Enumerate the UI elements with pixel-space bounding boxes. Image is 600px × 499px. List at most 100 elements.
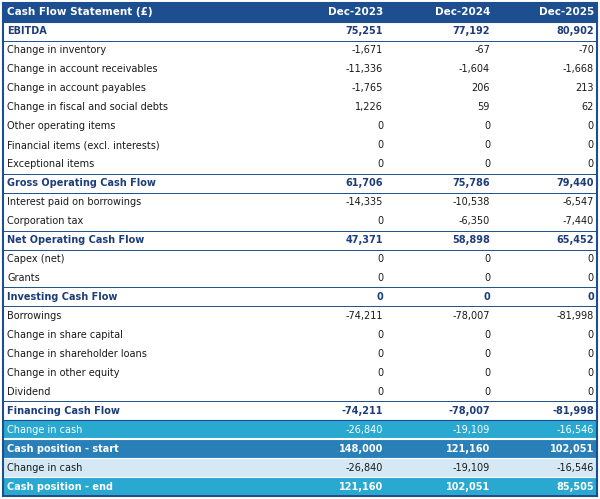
Text: -14,335: -14,335 <box>346 197 383 207</box>
Text: 0: 0 <box>484 140 490 150</box>
Text: 75,251: 75,251 <box>346 26 383 36</box>
Text: 0: 0 <box>484 159 490 169</box>
Text: 65,452: 65,452 <box>557 235 594 245</box>
Text: -6,350: -6,350 <box>459 216 490 226</box>
Text: 79,440: 79,440 <box>557 178 594 188</box>
Text: 0: 0 <box>588 349 594 359</box>
Text: Cash Flow Statement (£): Cash Flow Statement (£) <box>7 7 153 17</box>
Text: Borrowings: Borrowings <box>7 311 62 321</box>
Text: Net Operating Cash Flow: Net Operating Cash Flow <box>7 235 145 245</box>
Bar <box>3 401 597 420</box>
Bar <box>3 439 597 458</box>
Bar <box>3 174 597 193</box>
Text: -74,211: -74,211 <box>341 406 383 416</box>
Text: Grants: Grants <box>7 273 40 283</box>
Text: 0: 0 <box>588 368 594 378</box>
Bar <box>3 250 597 268</box>
Bar <box>3 306 597 325</box>
Text: Exceptional items: Exceptional items <box>7 159 94 169</box>
Text: 0: 0 <box>377 254 383 264</box>
Text: 0: 0 <box>377 216 383 226</box>
Text: 1,226: 1,226 <box>355 102 383 112</box>
Bar <box>3 41 597 60</box>
Text: 0: 0 <box>377 273 383 283</box>
Text: -1,604: -1,604 <box>459 64 490 74</box>
Text: Change in account receivables: Change in account receivables <box>7 64 158 74</box>
Text: 206: 206 <box>472 83 490 93</box>
Text: -78,007: -78,007 <box>448 406 490 416</box>
Text: 0: 0 <box>377 387 383 397</box>
Text: Change in other equity: Change in other equity <box>7 368 120 378</box>
Text: 0: 0 <box>484 292 490 302</box>
Text: 0: 0 <box>588 159 594 169</box>
Bar <box>3 60 597 79</box>
Text: 0: 0 <box>588 330 594 340</box>
Text: 0: 0 <box>588 273 594 283</box>
Bar <box>3 325 597 344</box>
Text: 0: 0 <box>588 121 594 131</box>
Text: 102,051: 102,051 <box>446 482 490 492</box>
Text: -10,538: -10,538 <box>452 197 490 207</box>
Text: Change in account payables: Change in account payables <box>7 83 146 93</box>
Bar <box>3 458 597 477</box>
Text: 0: 0 <box>484 387 490 397</box>
Text: 0: 0 <box>484 368 490 378</box>
Bar <box>3 420 597 439</box>
Text: -26,840: -26,840 <box>346 425 383 435</box>
Text: -1,668: -1,668 <box>563 64 594 74</box>
Text: 0: 0 <box>484 330 490 340</box>
Text: 0: 0 <box>377 349 383 359</box>
Text: 0: 0 <box>588 140 594 150</box>
Text: 47,371: 47,371 <box>346 235 383 245</box>
Text: Interest paid on borrowings: Interest paid on borrowings <box>7 197 142 207</box>
Text: 61,706: 61,706 <box>346 178 383 188</box>
Text: 59: 59 <box>478 102 490 112</box>
Text: 121,160: 121,160 <box>446 444 490 454</box>
Bar <box>3 22 597 41</box>
Text: -70: -70 <box>578 45 594 55</box>
Text: 0: 0 <box>587 292 594 302</box>
Text: 0: 0 <box>484 254 490 264</box>
Text: Investing Cash Flow: Investing Cash Flow <box>7 292 118 302</box>
Text: Corporation tax: Corporation tax <box>7 216 83 226</box>
Bar <box>3 363 597 382</box>
Text: Change in fiscal and social debts: Change in fiscal and social debts <box>7 102 168 112</box>
Text: 0: 0 <box>484 273 490 283</box>
Text: 0: 0 <box>377 159 383 169</box>
Text: Dec-2024: Dec-2024 <box>434 7 490 17</box>
Bar <box>3 155 597 174</box>
Text: Change in shareholder loans: Change in shareholder loans <box>7 349 147 359</box>
Text: 62: 62 <box>581 102 594 112</box>
Bar <box>3 117 597 136</box>
Text: Cash position - end: Cash position - end <box>7 482 113 492</box>
Text: 0: 0 <box>377 121 383 131</box>
Text: 0: 0 <box>484 121 490 131</box>
Text: 148,000: 148,000 <box>339 444 383 454</box>
Text: 80,902: 80,902 <box>556 26 594 36</box>
Bar <box>3 231 597 250</box>
Text: Financing Cash Flow: Financing Cash Flow <box>7 406 120 416</box>
Text: -7,440: -7,440 <box>563 216 594 226</box>
Text: Change in cash: Change in cash <box>7 463 83 473</box>
Text: 0: 0 <box>588 387 594 397</box>
Text: -67: -67 <box>474 45 490 55</box>
Text: -26,840: -26,840 <box>346 463 383 473</box>
Bar <box>3 268 597 287</box>
Bar <box>3 212 597 231</box>
Text: Change in share capital: Change in share capital <box>7 330 123 340</box>
Bar <box>3 79 597 98</box>
Text: -1,765: -1,765 <box>352 83 383 93</box>
Text: 58,898: 58,898 <box>452 235 490 245</box>
Bar <box>3 98 597 117</box>
Text: 0: 0 <box>376 292 383 302</box>
Text: Change in inventory: Change in inventory <box>7 45 106 55</box>
Text: -11,336: -11,336 <box>346 64 383 74</box>
Text: Dividend: Dividend <box>7 387 50 397</box>
Bar <box>3 136 597 155</box>
Text: 0: 0 <box>484 349 490 359</box>
Text: 213: 213 <box>575 83 594 93</box>
Text: -6,547: -6,547 <box>563 197 594 207</box>
Text: Dec-2023: Dec-2023 <box>328 7 383 17</box>
Text: Dec-2025: Dec-2025 <box>539 7 594 17</box>
Text: -74,211: -74,211 <box>346 311 383 321</box>
